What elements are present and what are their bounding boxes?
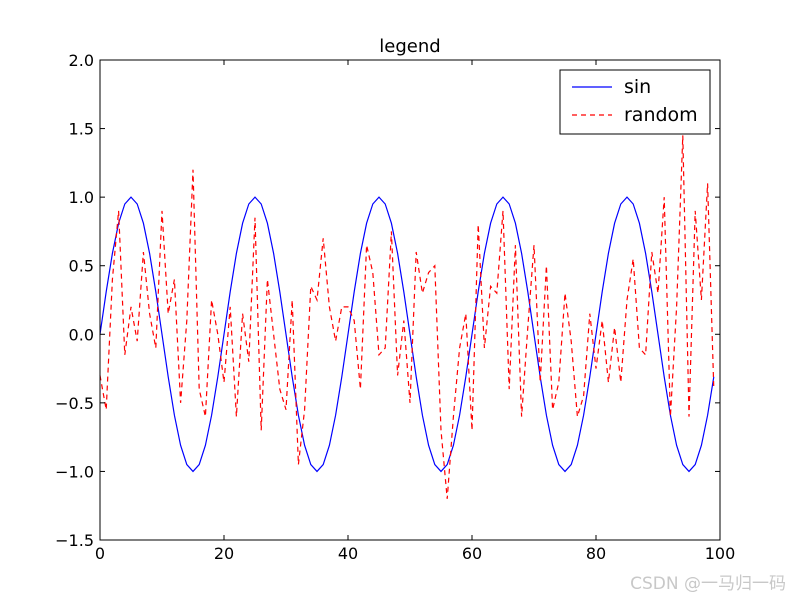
x-tick-label: 0 — [95, 544, 105, 563]
y-tick-label: −0.5 — [55, 394, 94, 413]
legend-label-sin: sin — [624, 76, 651, 98]
y-tick-label: 2.0 — [69, 51, 94, 70]
y-tick-label: 1.0 — [69, 188, 94, 207]
series-layer — [99, 135, 715, 499]
legend-label-random: random — [624, 104, 698, 126]
y-tick-label: 0.0 — [69, 325, 94, 344]
series-line-random — [99, 135, 715, 499]
x-tick-label: 80 — [586, 544, 606, 563]
legend: sin random — [559, 69, 711, 135]
chart-title: legend — [379, 36, 440, 57]
ticks-layer: 0 20 40 60 80 100 −1.5 −1.0 −0.5 0.0 0.5 1.0 1.5 2.0 — [55, 51, 735, 563]
axes-frame — [99, 59, 721, 541]
series-line-sin — [99, 196, 715, 473]
y-tick-label: 1.5 — [69, 120, 94, 139]
watermark: CSDN @一马归一码 — [630, 574, 786, 594]
y-tick-label: −1.5 — [55, 531, 94, 550]
y-tick-label: 0.5 — [69, 257, 94, 276]
x-tick-label: 20 — [214, 544, 234, 563]
y-tick-label: −1.0 — [55, 462, 94, 481]
legend-box — [559, 69, 711, 135]
plot-area — [100, 60, 720, 540]
x-tick-label: 40 — [338, 544, 358, 563]
x-tick-label: 60 — [462, 544, 482, 563]
x-tick-label: 100 — [705, 544, 736, 563]
